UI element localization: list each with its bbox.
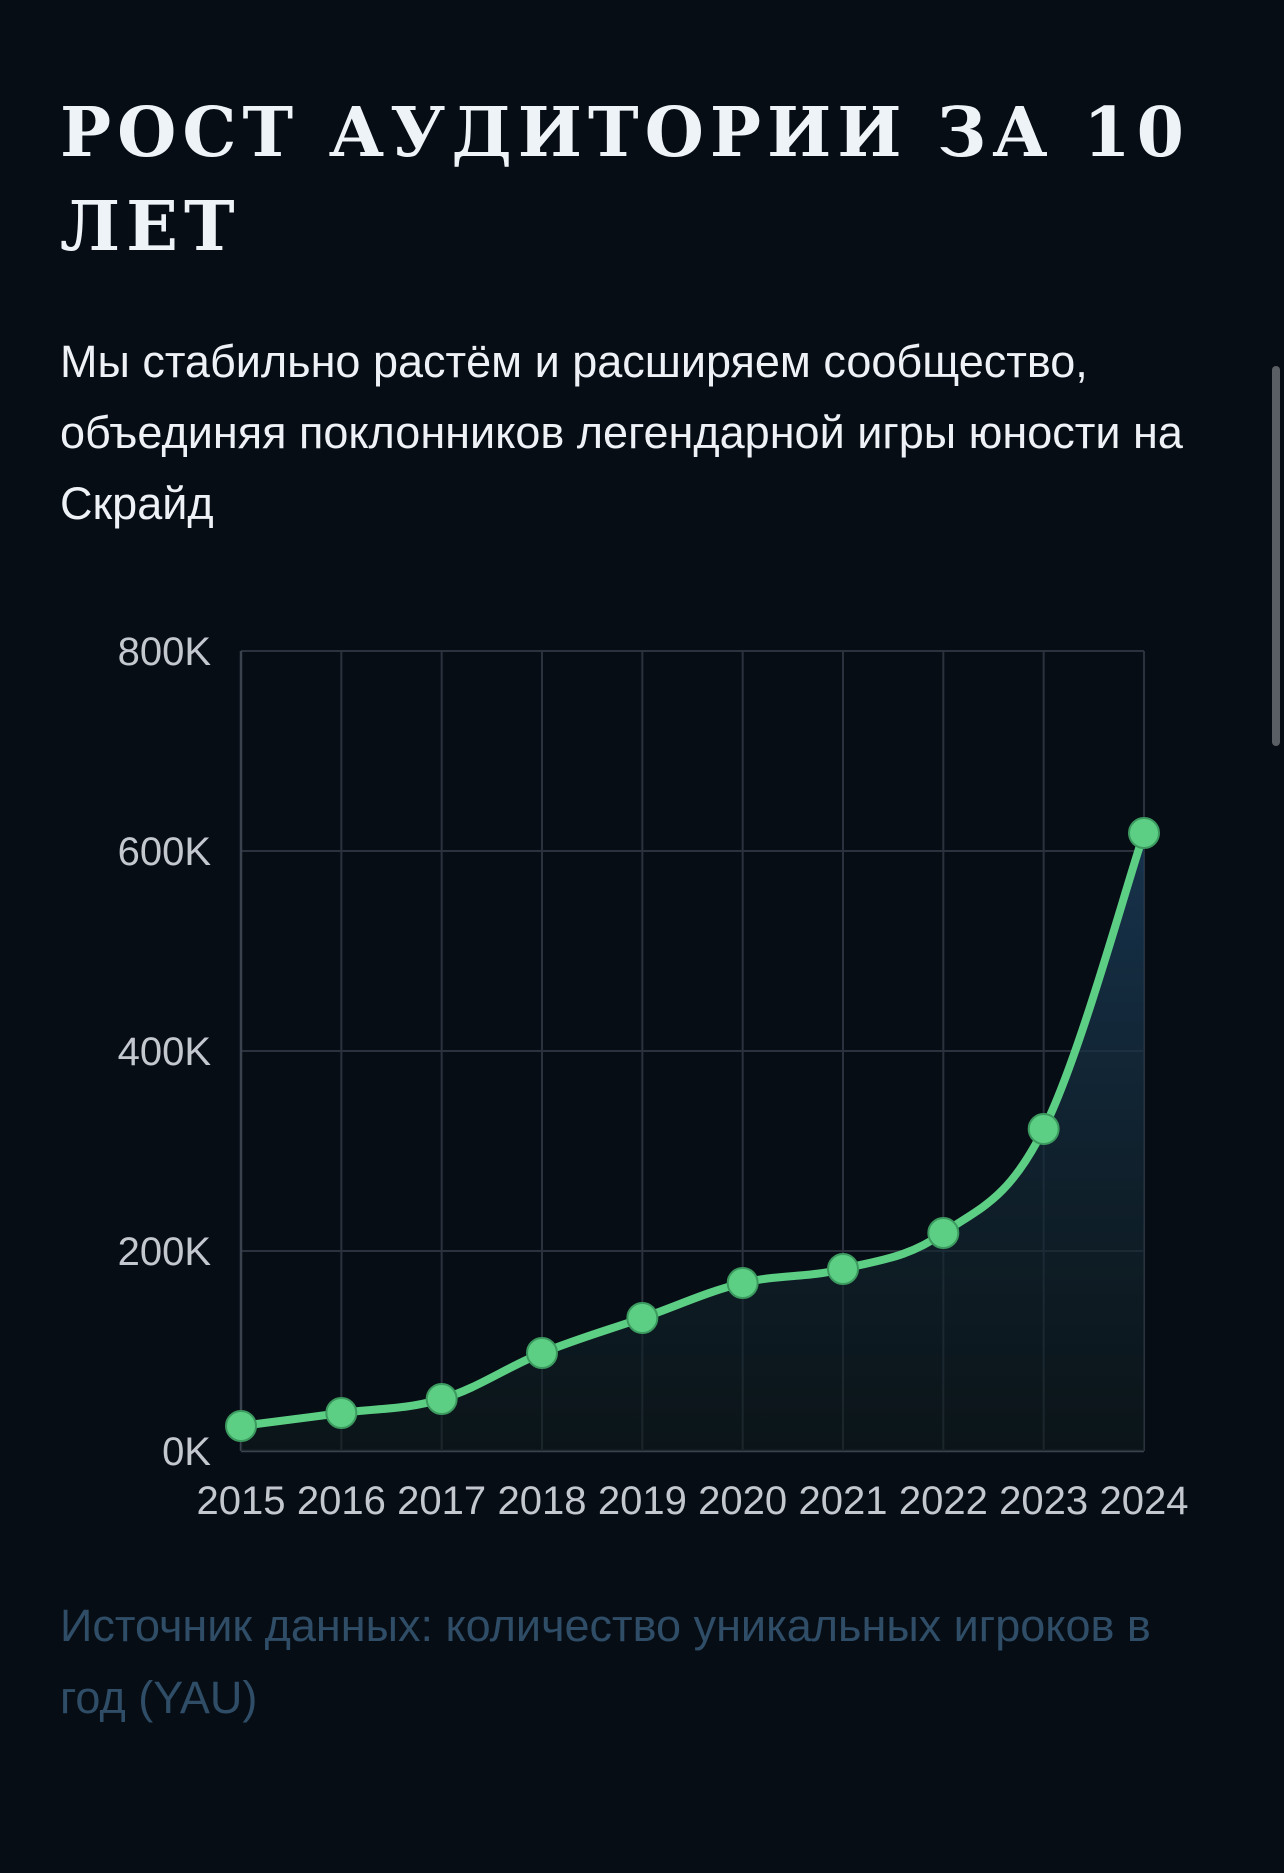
x-tick-label: 2019 <box>598 1479 687 1523</box>
y-tick-label: 600K <box>118 830 212 874</box>
x-tick-label: 2024 <box>1100 1479 1189 1523</box>
data-point-2018[interactable] <box>526 1337 558 1369</box>
y-tick-label: 200K <box>118 1230 212 1274</box>
y-tick-label: 800K <box>118 630 212 674</box>
x-tick-label: 2023 <box>999 1479 1088 1523</box>
scrollbar-thumb[interactable] <box>1272 366 1280 746</box>
data-point-2024[interactable] <box>1128 817 1160 849</box>
data-source-note: Источник данных: количество уникальных и… <box>60 1600 1151 1723</box>
data-point-2022[interactable] <box>927 1217 960 1249</box>
data-point-2019[interactable] <box>626 1302 659 1334</box>
series-area <box>241 833 1144 1451</box>
x-tick-label: 2015 <box>197 1479 286 1523</box>
data-point-2023[interactable] <box>1027 1113 1060 1145</box>
x-tick-label: 2021 <box>799 1479 888 1523</box>
x-tick-label: 2017 <box>397 1479 486 1523</box>
x-tick-label: 2020 <box>698 1479 787 1523</box>
scrollbar[interactable] <box>1264 0 1284 1873</box>
data-point-2021[interactable] <box>827 1253 859 1285</box>
data-point-2020[interactable] <box>726 1267 759 1299</box>
y-tick-label: 0K <box>162 1430 211 1474</box>
data-point-2016[interactable] <box>325 1397 358 1429</box>
x-tick-label: 2018 <box>498 1479 587 1523</box>
page-subtitle: Мы стабильно растём и расширяем сообщест… <box>60 336 1183 529</box>
y-tick-label: 400K <box>118 1030 212 1074</box>
x-tick-label: 2022 <box>899 1479 988 1523</box>
data-point-2017[interactable] <box>425 1383 458 1415</box>
data-point-2015[interactable] <box>225 1410 257 1442</box>
page-title: РОСТ АУДИТОРИИ ЗА 10 ЛЕТ <box>60 93 1190 267</box>
x-tick-label: 2016 <box>297 1479 386 1523</box>
